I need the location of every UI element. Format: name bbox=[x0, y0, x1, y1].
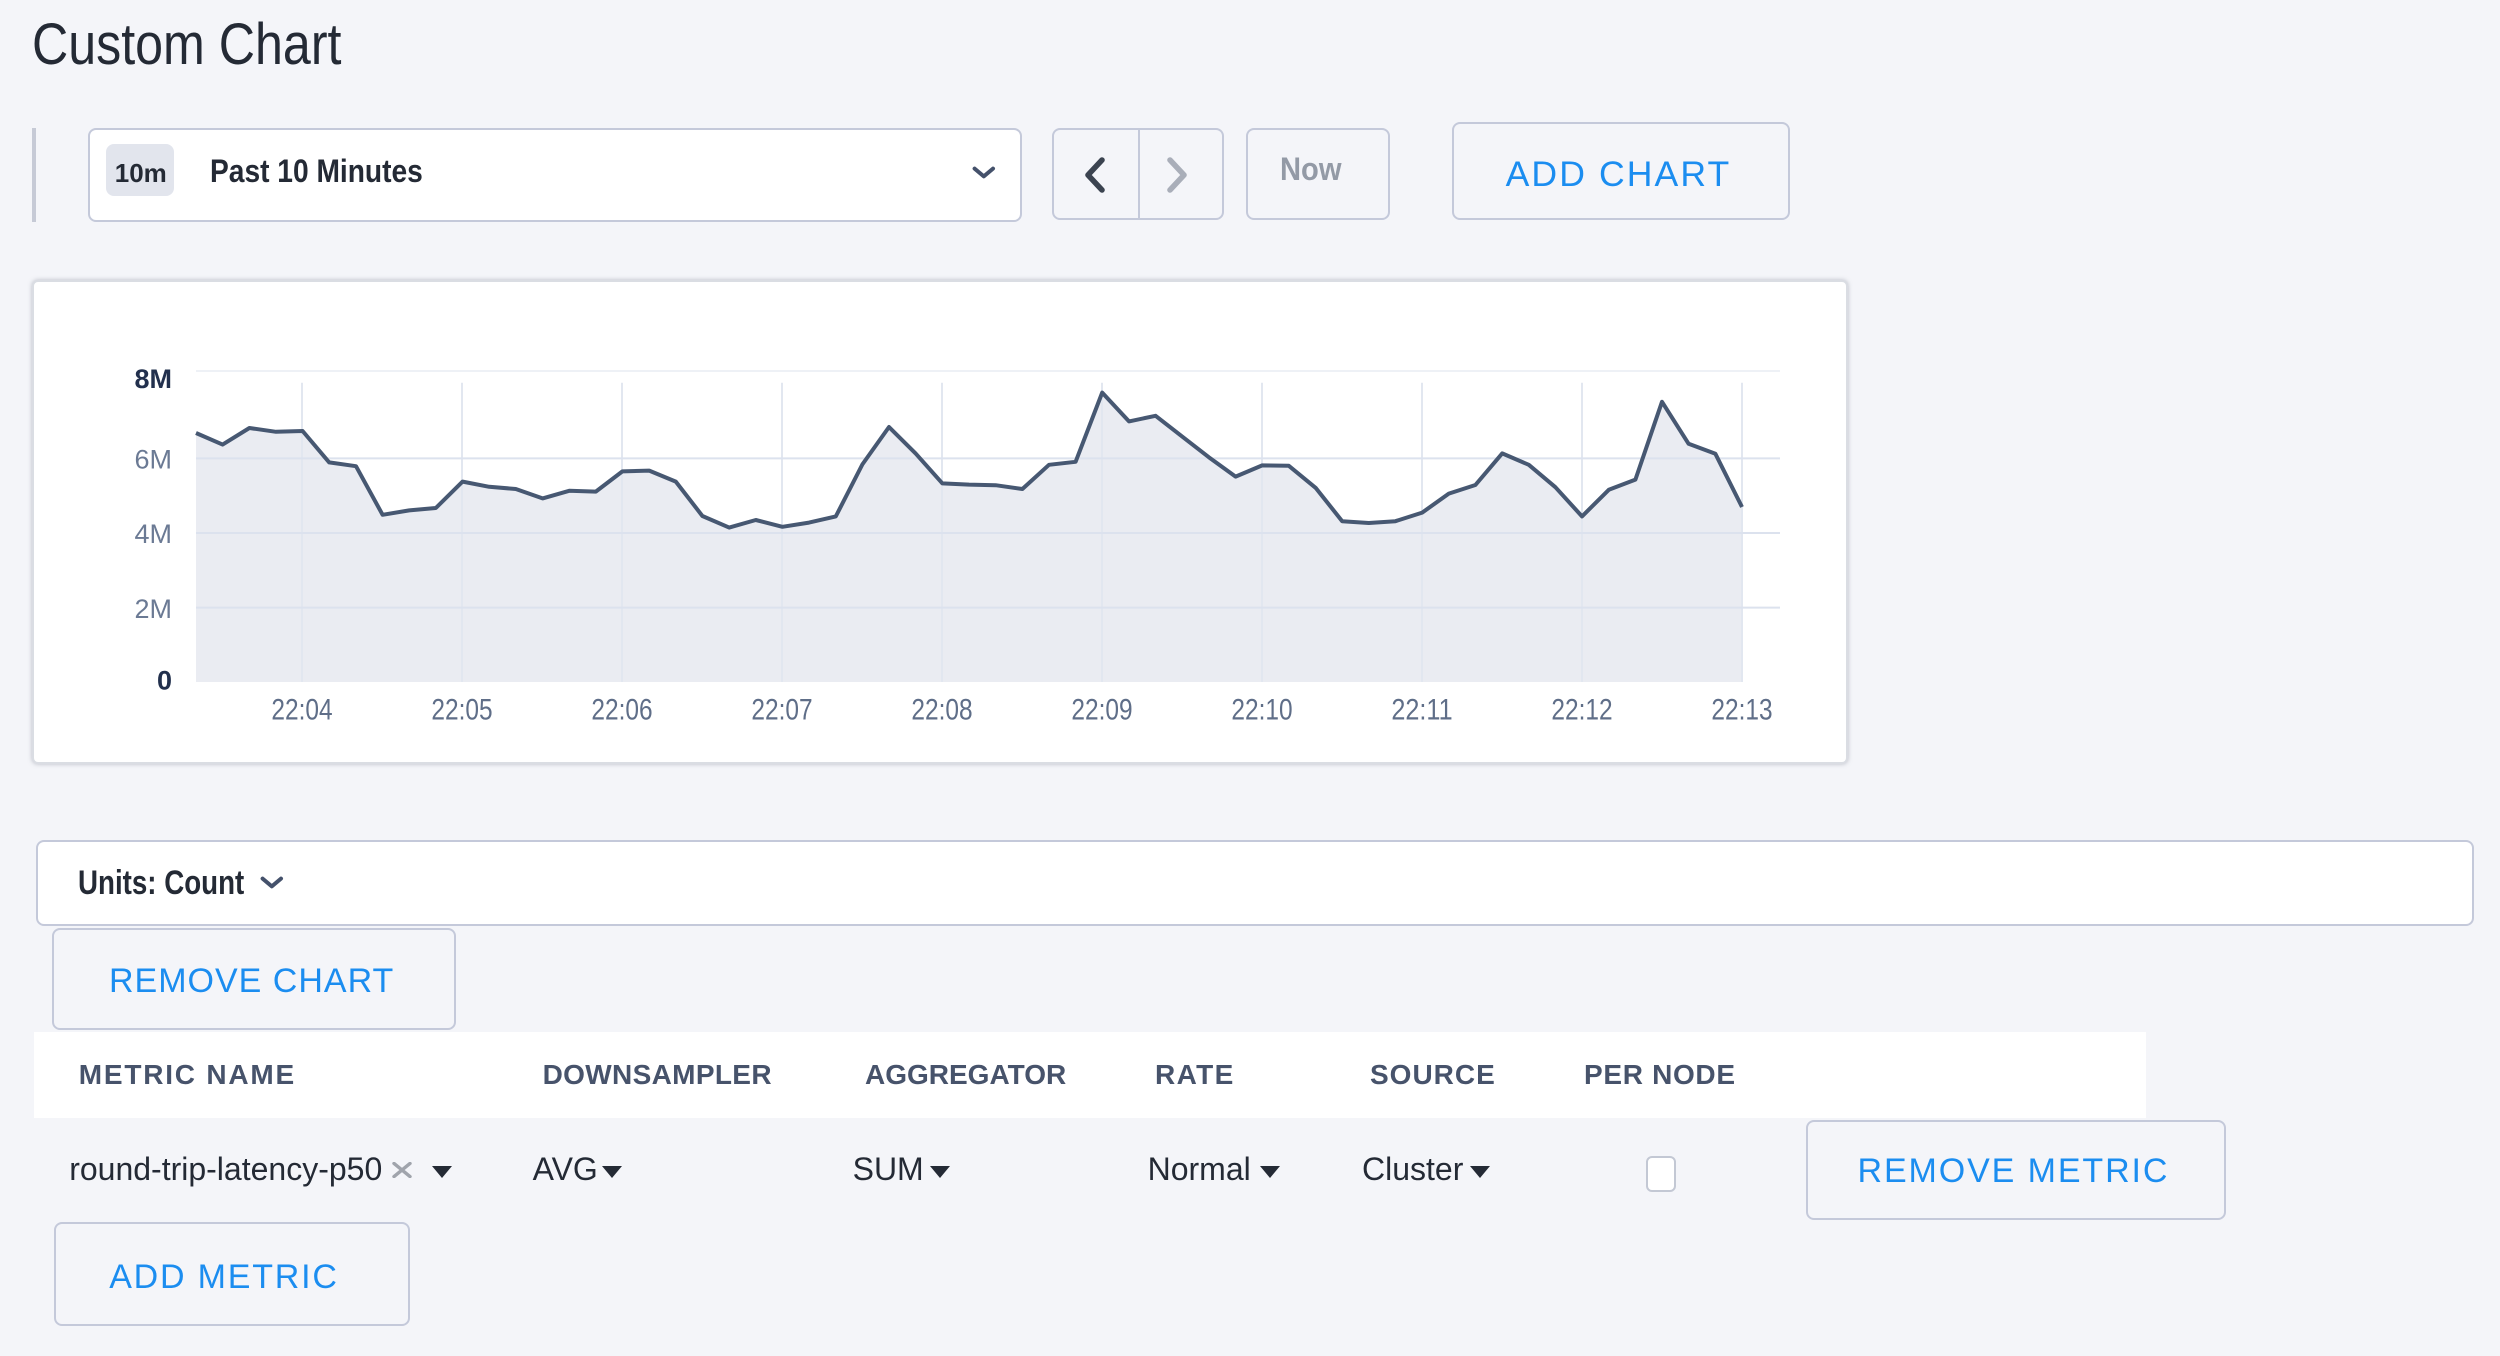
svg-text:22:06: 22:06 bbox=[591, 693, 652, 726]
svg-text:0: 0 bbox=[157, 666, 172, 696]
svg-text:22:09: 22:09 bbox=[1071, 693, 1132, 726]
svg-text:4M: 4M bbox=[134, 519, 172, 549]
svg-text:22:07: 22:07 bbox=[751, 693, 812, 726]
svg-text:22:08: 22:08 bbox=[911, 693, 972, 726]
svg-text:6M: 6M bbox=[134, 445, 172, 475]
svg-text:22:13: 22:13 bbox=[1711, 693, 1772, 726]
svg-text:22:05: 22:05 bbox=[431, 693, 492, 726]
svg-text:22:04: 22:04 bbox=[271, 693, 332, 726]
svg-text:22:12: 22:12 bbox=[1551, 693, 1612, 726]
svg-text:22:11: 22:11 bbox=[1391, 693, 1452, 726]
svg-text:2M: 2M bbox=[134, 594, 172, 624]
svg-text:8M: 8M bbox=[134, 364, 172, 394]
svg-text:22:10: 22:10 bbox=[1231, 693, 1292, 726]
